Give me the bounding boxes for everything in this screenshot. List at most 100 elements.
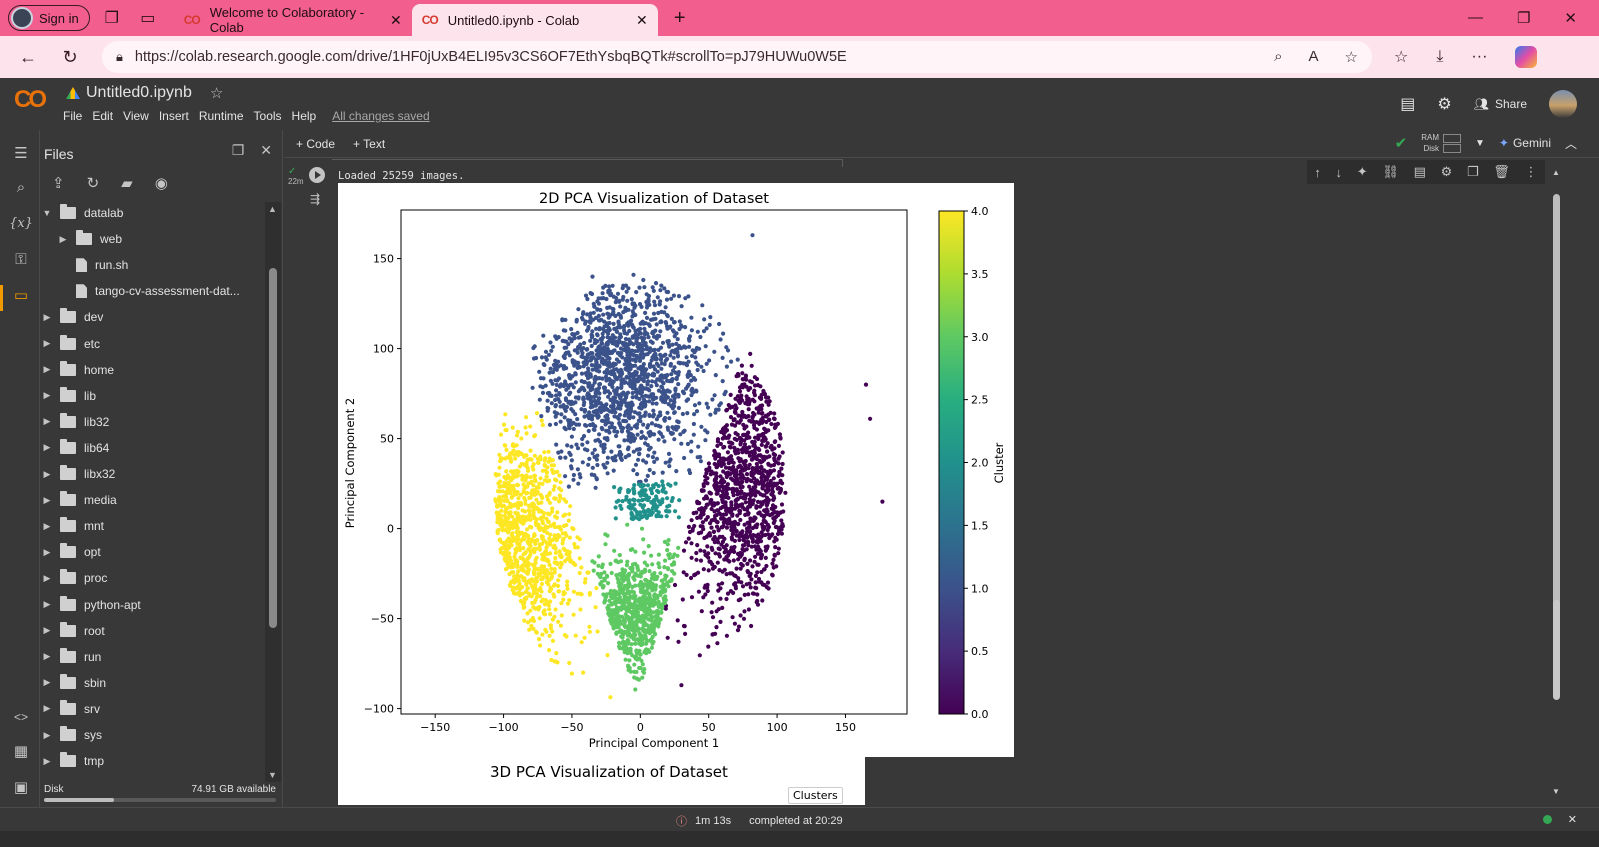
refresh-icon[interactable]: ↻: [86, 175, 100, 192]
tab-actions-icon[interactable]: ▭: [140, 10, 156, 27]
notebook-scrollbar[interactable]: ▲ ▼: [1547, 160, 1567, 800]
workspaces-icon[interactable]: ❐: [104, 10, 119, 27]
copilot-icon[interactable]: [1515, 46, 1538, 68]
add-code-button[interactable]: + Code: [296, 137, 336, 151]
expand-caret-icon[interactable]: ▶: [59, 233, 67, 244]
cell-settings-icon[interactable]: ⚙: [1440, 164, 1453, 179]
mirror-cell-icon[interactable]: ❐: [1466, 164, 1479, 179]
move-down-icon[interactable]: ↓: [1335, 164, 1343, 180]
run-cell-button[interactable]: [309, 167, 325, 183]
expand-caret-icon[interactable]: ▶: [43, 755, 51, 766]
files-folder-icon[interactable]: ▭: [13, 287, 29, 304]
gemini-button[interactable]: ✦ Gemini: [1499, 136, 1551, 150]
file-tree-item[interactable]: ▶ home: [42, 359, 114, 381]
sign-in-button[interactable]: Sign in: [8, 5, 90, 31]
expand-caret-icon[interactable]: ▶: [43, 572, 51, 583]
more-vert-icon[interactable]: ⋮: [1524, 164, 1538, 179]
settings-gear-icon[interactable]: ⚙: [1437, 96, 1452, 113]
file-tree-item[interactable]: ▶ srv: [42, 698, 100, 720]
file-tree-item[interactable]: ▶ sys: [42, 724, 102, 746]
expand-caret-icon[interactable]: ▶: [43, 338, 51, 348]
table-of-contents-icon[interactable]: ☰: [14, 145, 28, 162]
file-tree-item[interactable]: ▶ lib: [42, 385, 96, 407]
close-tab-icon[interactable]: ✕: [636, 11, 648, 28]
star-icon[interactable]: ☆: [209, 85, 224, 102]
file-tree-item[interactable]: ▶ libx32: [42, 463, 115, 485]
collapse-header-icon[interactable]: ︿: [1564, 136, 1577, 151]
scroll-track[interactable]: [1553, 194, 1560, 699]
site-info-icon[interactable]: 🔒︎: [116, 49, 123, 64]
menu-runtime[interactable]: Runtime: [198, 109, 244, 123]
file-tree-item[interactable]: ▶ web: [58, 228, 122, 250]
expand-caret-icon[interactable]: ▶: [43, 520, 51, 531]
expand-caret-icon[interactable]: ▶: [43, 390, 51, 401]
add-text-button[interactable]: + Text: [353, 137, 386, 151]
resource-monitor[interactable]: RAM Disk: [1421, 132, 1461, 154]
file-tree-item[interactable]: ▶ run: [42, 646, 101, 668]
gemini-cell-icon[interactable]: ✦: [1356, 164, 1368, 179]
expand-caret-icon[interactable]: ▶: [43, 416, 51, 427]
maximize-icon[interactable]: ❐: [1516, 10, 1531, 27]
scroll-thumb[interactable]: [1553, 600, 1560, 700]
mount-drive-icon[interactable]: ▰: [121, 175, 133, 192]
move-up-icon[interactable]: ↑: [1314, 164, 1321, 180]
user-avatar[interactable]: [1549, 90, 1577, 118]
save-status-link[interactable]: All changes saved: [332, 109, 430, 123]
new-tab-button[interactable]: +: [673, 6, 686, 29]
expand-caret-icon[interactable]: ▶: [43, 364, 51, 375]
delete-icon[interactable]: 🗑︎: [1493, 164, 1510, 179]
file-tree-item[interactable]: ▶ proc: [42, 567, 107, 589]
file-tree-scrollbar[interactable]: ▲ ▼: [265, 202, 281, 782]
favorite-star-icon[interactable]: ☆: [1344, 49, 1358, 66]
colab-logo[interactable]: CO: [14, 86, 47, 114]
menu-edit[interactable]: Edit: [92, 109, 114, 123]
scroll-thumb[interactable]: [269, 268, 277, 628]
scroll-down-icon[interactable]: ▼: [1552, 787, 1560, 796]
menu-insert[interactable]: Insert: [158, 109, 189, 123]
file-tree-item[interactable]: tango-cv-assessment-dat...: [58, 280, 240, 302]
favorites-icon[interactable]: ☆: [1394, 49, 1409, 66]
file-tree-item[interactable]: ▶ dev: [42, 306, 103, 328]
file-tree-item[interactable]: ▶ root: [42, 620, 105, 642]
more-options-icon[interactable]: ···: [1471, 48, 1488, 65]
file-tree-item[interactable]: ▶ mnt: [42, 515, 104, 537]
runtime-dropdown-icon[interactable]: ▼: [1475, 137, 1485, 149]
share-button[interactable]: 👥︎ Share: [1474, 97, 1527, 111]
open-in-tab-icon[interactable]: ❐: [231, 142, 245, 158]
comments-icon[interactable]: ▤: [1400, 96, 1416, 113]
reload-icon[interactable]: ↻: [62, 46, 78, 67]
expand-caret-icon[interactable]: ▶: [43, 651, 51, 662]
file-tree-item[interactable]: ▶ media: [42, 489, 117, 511]
terminal-icon[interactable]: ▣: [13, 779, 29, 796]
read-aloud-icon[interactable]: A: [1308, 48, 1319, 65]
expand-caret-icon[interactable]: ▶: [43, 468, 51, 479]
collapse-caret-icon[interactable]: ▼: [42, 208, 52, 218]
show-hidden-eye-icon[interactable]: ◉: [154, 175, 168, 192]
file-tree-item[interactable]: ▶ lib32: [42, 411, 109, 433]
file-tree-item[interactable]: ▶ etc: [42, 333, 100, 355]
expand-caret-icon[interactable]: ▶: [43, 729, 51, 740]
variables-icon[interactable]: {x}: [9, 215, 33, 231]
tab-untitled0[interactable]: CO Untitled0.ipynb - Colab ✕: [411, 4, 658, 36]
zoom-icon[interactable]: ⌕: [1274, 48, 1283, 65]
expand-caret-icon[interactable]: ▶: [43, 311, 51, 322]
expand-caret-icon[interactable]: ▶: [43, 442, 51, 453]
file-tree-item[interactable]: ▶ tmp: [42, 750, 104, 772]
command-palette-icon[interactable]: ▦: [13, 743, 29, 760]
expand-caret-icon[interactable]: ▶: [43, 546, 51, 557]
expand-caret-icon[interactable]: ▶: [43, 599, 51, 609]
url-field[interactable]: 🔒︎ https://colab.research.google.com/dri…: [102, 41, 1372, 73]
link-icon[interactable]: ⛓: [1382, 164, 1399, 179]
code-snippets-icon[interactable]: <>: [13, 710, 28, 724]
menu-help[interactable]: Help: [291, 109, 317, 123]
menu-tools[interactable]: Tools: [253, 109, 282, 123]
close-window-icon[interactable]: ✕: [1564, 10, 1577, 27]
menu-view[interactable]: View: [123, 109, 149, 123]
expand-caret-icon[interactable]: ▶: [43, 494, 51, 505]
minimize-icon[interactable]: —: [1467, 9, 1483, 26]
output-actions-icon[interactable]: ⇶: [310, 192, 321, 206]
close-panel-icon[interactable]: ✕: [260, 142, 272, 158]
back-icon[interactable]: ←: [19, 46, 37, 67]
downloads-icon[interactable]: ⤓: [1436, 48, 1444, 65]
file-tree-item[interactable]: ▶ python-apt: [42, 594, 141, 616]
